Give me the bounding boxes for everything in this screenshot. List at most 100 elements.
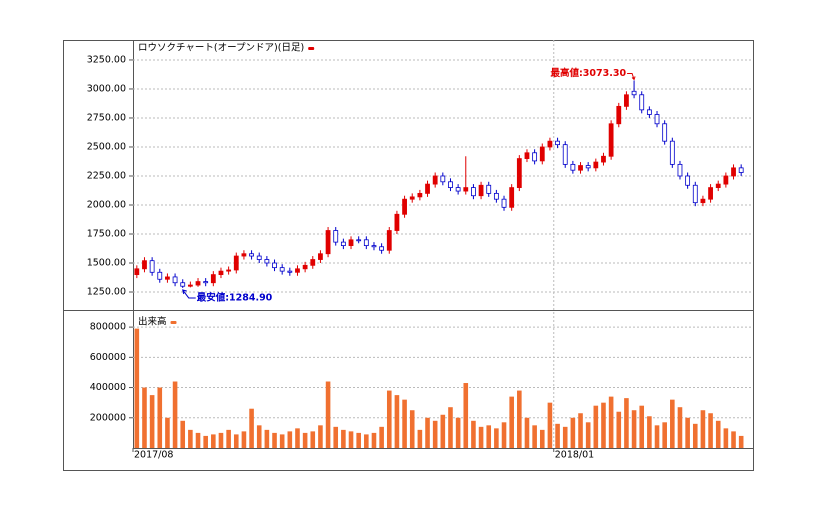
volume-bar (188, 429, 193, 448)
volume-bar (616, 411, 622, 448)
y-tick-label: 3250.00 (87, 54, 126, 65)
volume-bar (738, 435, 744, 448)
volume-bar (165, 417, 170, 448)
volume-bar (341, 429, 346, 448)
candle-body (386, 230, 392, 251)
volume-bar (149, 395, 155, 448)
volume-bar (562, 426, 568, 448)
volume-bar (157, 387, 163, 448)
frame (63, 40, 754, 471)
candle-body (616, 105, 622, 125)
volume-bar (723, 428, 729, 448)
y-tick-label: 2250.00 (87, 170, 126, 181)
y-tick-label: 200000 (90, 412, 126, 423)
candle-body (509, 187, 515, 208)
candle-body (708, 187, 713, 200)
candle-body (493, 192, 499, 200)
y-tick-label: 2000.00 (87, 199, 126, 210)
volume-bar (639, 405, 645, 448)
volume-bar (448, 407, 453, 448)
candle-body (547, 140, 553, 148)
volume-legend: 出来高 (138, 316, 167, 328)
volume-bar (325, 381, 331, 448)
candle-body (356, 239, 362, 242)
candle-body (295, 268, 300, 273)
candle-body (601, 155, 606, 163)
volume-bar (364, 434, 369, 448)
volume-bar (432, 420, 438, 448)
volume-bar (501, 422, 507, 448)
candle-body (516, 158, 522, 188)
volume-bar (356, 432, 361, 448)
candle-body (448, 181, 453, 188)
volume-bar (287, 431, 293, 448)
volume-bar (333, 426, 339, 448)
candle-body (134, 268, 140, 276)
candle-body (478, 184, 484, 197)
candle-body (310, 259, 316, 266)
volume-bar (272, 432, 277, 448)
volume-bar (654, 425, 660, 448)
volume-bar (715, 420, 721, 448)
volume-bar (371, 432, 377, 448)
volume-bar (394, 395, 400, 448)
volume-bar (624, 398, 629, 448)
candle-body (394, 213, 400, 231)
candle-body (187, 284, 193, 287)
volume-bar (539, 429, 545, 448)
volume-bar (195, 432, 201, 448)
candle-body (440, 175, 446, 183)
candle-body (340, 241, 346, 247)
candle-body (669, 140, 675, 165)
candle-body (578, 165, 583, 171)
volume-bar (662, 422, 667, 448)
candle-body (149, 260, 155, 273)
candle-body (325, 230, 331, 255)
candle-body (463, 187, 469, 192)
volume-bar (463, 383, 469, 448)
y-tick-label: 2750.00 (87, 112, 126, 123)
candle-body (165, 276, 170, 280)
candle-body (425, 183, 430, 194)
candle-body (555, 140, 560, 146)
volume-bar (601, 402, 606, 448)
volume-bar (440, 414, 446, 448)
candle-body (363, 239, 369, 247)
candle-body (677, 163, 683, 177)
volume-bar (677, 407, 683, 448)
y-tick-label: 1750.00 (87, 229, 126, 240)
volume-bar (310, 431, 316, 448)
candle-body (654, 114, 660, 125)
volume-bar (203, 435, 208, 448)
volume-bar (386, 390, 392, 448)
candle-body (501, 198, 507, 208)
candle-body (226, 269, 232, 272)
volume-bar (517, 390, 522, 448)
volume-bar (279, 434, 285, 448)
volume-bar (532, 425, 537, 448)
candle-body (723, 175, 729, 185)
y-tick-label: 3000.00 (87, 83, 126, 94)
volume-bar (180, 420, 186, 448)
volume-bar (692, 423, 698, 448)
volume-bar (471, 420, 476, 448)
volume-bar (509, 396, 514, 448)
candle-body (241, 253, 247, 257)
candle-body (180, 282, 186, 287)
candle-body (249, 253, 254, 257)
candle-body (608, 123, 614, 157)
candle-body (195, 281, 201, 286)
volume-bar (708, 413, 713, 448)
candle-body (264, 259, 270, 264)
candle-body (302, 264, 308, 270)
candle-body (700, 198, 706, 204)
candle-body (692, 184, 698, 204)
volume-bar (142, 387, 147, 448)
volume-bar (226, 429, 231, 448)
y-tick-label: 400000 (90, 382, 126, 393)
volume-bar (241, 431, 247, 448)
candle-body (624, 94, 629, 107)
volume-bar (249, 408, 254, 448)
volume-bar (455, 417, 461, 448)
